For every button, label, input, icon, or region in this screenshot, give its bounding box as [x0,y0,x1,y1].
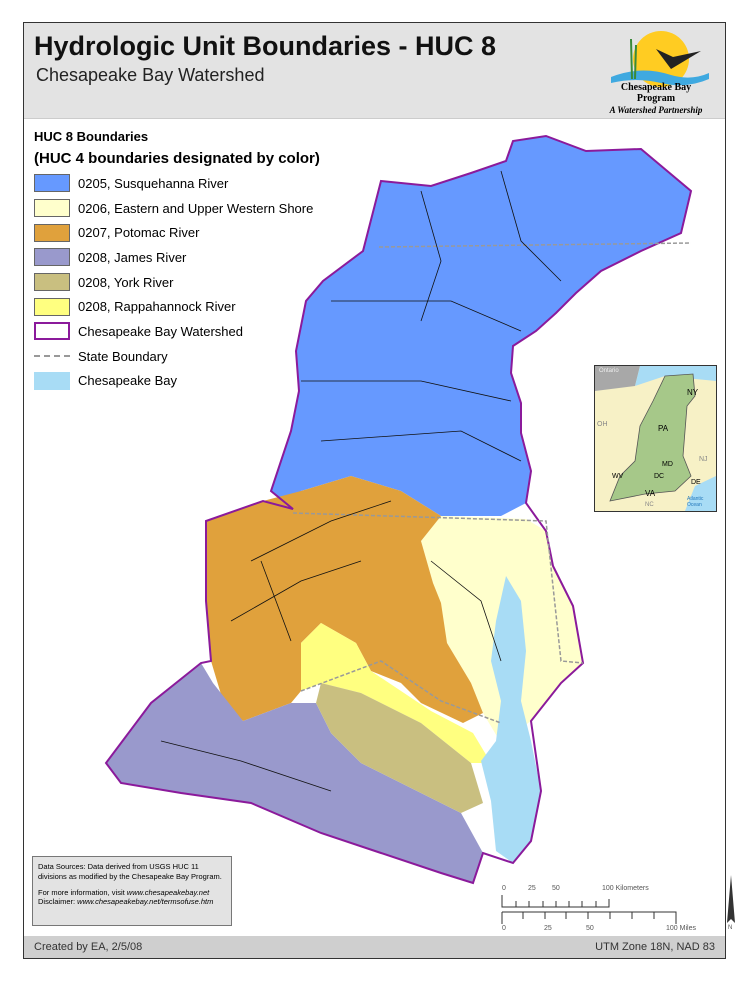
data-sources-note: Data Sources: Data derived from USGS HUC… [32,856,232,926]
inset-label-va: VA [645,489,656,498]
legend-item-watershed: Chesapeake Bay Watershed [34,319,320,344]
state-boundary [292,242,692,724]
logo-sun-goose-icon [611,31,709,87]
inset-label-nj: NJ [699,456,708,463]
region-potomac [206,476,483,723]
watershed-outline [104,134,693,885]
locator-inset-map: Ontario NY OH PA NJ MD WV DC DE VA NC At… [594,365,717,512]
legend-item-state-boundary: State Boundary [34,344,320,369]
legend-heading: HUC 8 Boundaries [34,129,149,144]
legend-item-york: 0208, York River [34,270,320,295]
legend-item-bay: Chesapeake Bay [34,369,320,394]
created-by: Created by EA, 2/5/08 [34,941,143,953]
logo-tagline: A Watershed Partnership [609,105,703,115]
legend-subheading: (HUC 4 boundaries designated by color) [34,150,320,167]
map-frame: Hydrologic Unit Boundaries - HUC 8 Chesa… [23,22,735,959]
inset-label-oh: OH [597,421,608,428]
legend-item-eastern-shore: 0206, Eastern and Upper Western Shore [34,196,320,221]
legend-item-rappahannock: 0208, Rappahannock River [34,294,320,319]
disclaimer-link[interactable]: www.chesapeakebay.net/termsofuse.htm [77,897,214,907]
logo-text: Chesapeake Bay Program [620,82,692,104]
chesapeake-bay-program-logo: Chesapeake Bay Program A Watershed Partn… [601,29,711,115]
inset-label-nc: NC [645,502,654,508]
inset-label-atlantic: Atlantic Ocean [687,496,704,508]
header: Hydrologic Unit Boundaries - HUC 8 Chesa… [24,23,725,119]
north-arrow-icon [727,875,735,923]
watershed-map [104,134,693,885]
region-susquehanna [271,136,691,516]
inset-label-pa: PA [658,424,669,433]
legend: HUC 8 Boundaries (HUC 4 boundaries desig… [34,129,320,393]
projection: UTM Zone 18N, NAD 83 [595,941,715,953]
inset-label-ontario: Ontario [599,368,619,374]
north-label: N [728,925,733,931]
footer: Created by EA, 2/5/08 UTM Zone 18N, NAD … [24,936,725,958]
inset-label-dc: DC [654,473,665,480]
legend-item-james: 0208, James River [34,245,320,270]
legend-item-susquehanna: 0205, Susquehanna River [34,171,320,196]
map-subtitle: Chesapeake Bay Watershed [36,65,265,85]
huc8-boundaries [160,170,562,792]
chesapeake-bay [481,576,541,863]
legend-item-potomac: 0207, Potomac River [34,220,320,245]
region-james [106,663,483,883]
inset-label-ny: NY [687,388,699,397]
map-title: Hydrologic Unit Boundaries - HUC 8 [34,31,497,61]
region-rappahannock [301,623,491,763]
region-york [316,683,483,813]
inset-label-de: DE [691,479,701,486]
website-link[interactable]: www.chesapeakebay.net [126,887,210,897]
inset-label-md: MD [662,461,673,468]
inset-label-wv: WV [612,473,624,480]
